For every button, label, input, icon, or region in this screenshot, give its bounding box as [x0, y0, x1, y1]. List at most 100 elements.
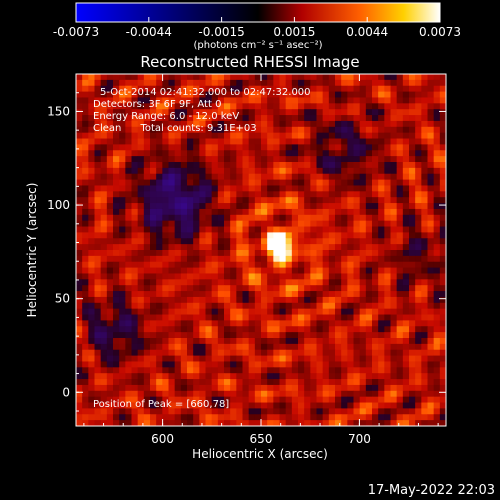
- heatmap-cell: [199, 91, 206, 98]
- heatmap-cell: [217, 144, 225, 151]
- heatmap-cell: [341, 185, 348, 192]
- heatmap-cell: [193, 267, 200, 274]
- heatmap-cell: [353, 302, 361, 310]
- heatmap-cell: [402, 138, 410, 145]
- heatmap-cell: [390, 132, 398, 139]
- heatmap-cell: [378, 273, 385, 280]
- heatmap-cell: [390, 244, 398, 251]
- heatmap-cell: [291, 97, 299, 104]
- heatmap-cell: [76, 238, 83, 245]
- heatmap-cell: [353, 232, 361, 239]
- heatmap-cell: [291, 255, 299, 263]
- heatmap-cell: [88, 120, 95, 128]
- heatmap-cell: [304, 332, 311, 339]
- heatmap-cell: [372, 226, 379, 233]
- heatmap-cell: [242, 138, 250, 145]
- heatmap-cell: [119, 355, 126, 362]
- heatmap-cell: [433, 120, 441, 128]
- heatmap-cell: [365, 320, 373, 327]
- heatmap-cell: [217, 97, 225, 104]
- heatmap-cell: [384, 285, 391, 292]
- heatmap-cell: [298, 79, 305, 87]
- heatmap-cell: [131, 384, 139, 392]
- heatmap-cell: [156, 396, 163, 403]
- heatmap-cell: [143, 115, 151, 122]
- heatmap-cell: [421, 267, 428, 274]
- heatmap-cell: [100, 373, 108, 380]
- heatmap-cell: [137, 302, 145, 310]
- heatmap-cell: [341, 279, 348, 286]
- heatmap-cell: [291, 126, 299, 134]
- heatmap-cell: [236, 150, 243, 157]
- heatmap-cell: [82, 250, 89, 257]
- heatmap-cell: [242, 162, 250, 169]
- heatmap-cell: [131, 126, 139, 134]
- heatmap-cell: [304, 185, 311, 192]
- heatmap-cell: [409, 279, 416, 286]
- heatmap-cell: [199, 326, 206, 333]
- heatmap-cell: [137, 167, 145, 175]
- heatmap-cell: [328, 285, 336, 292]
- heatmap-cell: [378, 103, 385, 110]
- heatmap-cell: [384, 296, 391, 304]
- heatmap-cell: [396, 126, 404, 134]
- heatmap-cell: [193, 185, 200, 192]
- heatmap-cell: [359, 185, 367, 192]
- heatmap-cell: [174, 156, 182, 163]
- heatmap-cell: [162, 314, 169, 321]
- heatmap-cell: [316, 308, 324, 315]
- heatmap-cell: [230, 349, 237, 356]
- heatmap-cell: [100, 191, 108, 198]
- heatmap-cell: [279, 85, 287, 92]
- heatmap-cell: [353, 85, 361, 92]
- heatmap-cell: [415, 150, 422, 157]
- heatmap-cell: [359, 308, 367, 315]
- heatmap-cell: [372, 373, 379, 380]
- heatmap-cell: [131, 226, 139, 233]
- heatmap-cell: [254, 414, 262, 421]
- heatmap-cell: [236, 226, 243, 233]
- heatmap-cell: [384, 326, 391, 333]
- heatmap-cell: [285, 279, 293, 286]
- heatmap-cell: [433, 291, 441, 298]
- heatmap-cell: [372, 132, 379, 139]
- heatmap-cell: [82, 279, 89, 286]
- heatmap-cell: [230, 343, 237, 351]
- heatmap-cell: [378, 138, 385, 145]
- heatmap-cell: [143, 379, 151, 386]
- heatmap-cell: [230, 244, 237, 251]
- heatmap-cell: [242, 208, 250, 216]
- heatmap-cell: [82, 273, 89, 280]
- heatmap-cell: [131, 402, 139, 409]
- heatmap-cell: [113, 420, 120, 426]
- heatmap-cell: [162, 156, 169, 163]
- heatmap-cell: [156, 203, 163, 210]
- heatmap-cell: [119, 349, 126, 356]
- heatmap-cell: [211, 162, 219, 169]
- heatmap-cell: [409, 191, 416, 198]
- heatmap-cell: [162, 390, 169, 398]
- heatmap-cell: [150, 361, 157, 368]
- heatmap-cell: [187, 314, 194, 321]
- heatmap-cell: [211, 74, 219, 81]
- heatmap-cell: [224, 109, 231, 116]
- heatmap-cell: [298, 156, 305, 163]
- heatmap-cell: [82, 326, 89, 333]
- heatmap-cell: [211, 296, 219, 304]
- heatmap-cell: [248, 220, 256, 227]
- heatmap-cell: [125, 373, 132, 380]
- heatmap-cell: [359, 291, 367, 298]
- heatmap-cell: [433, 244, 441, 251]
- heatmap-cell: [174, 343, 182, 351]
- heatmap-cell: [261, 138, 268, 145]
- heatmap-cell: [150, 250, 157, 257]
- heatmap-cell: [415, 250, 422, 257]
- heatmap-cell: [217, 85, 225, 92]
- heatmap-cell: [211, 408, 219, 415]
- heatmap-cell: [261, 255, 268, 263]
- heatmap-cell: [180, 402, 188, 409]
- heatmap-cell: [433, 197, 441, 204]
- heatmap-cell: [205, 332, 213, 339]
- heatmap-cell: [433, 349, 441, 356]
- heatmap-cell: [439, 179, 446, 186]
